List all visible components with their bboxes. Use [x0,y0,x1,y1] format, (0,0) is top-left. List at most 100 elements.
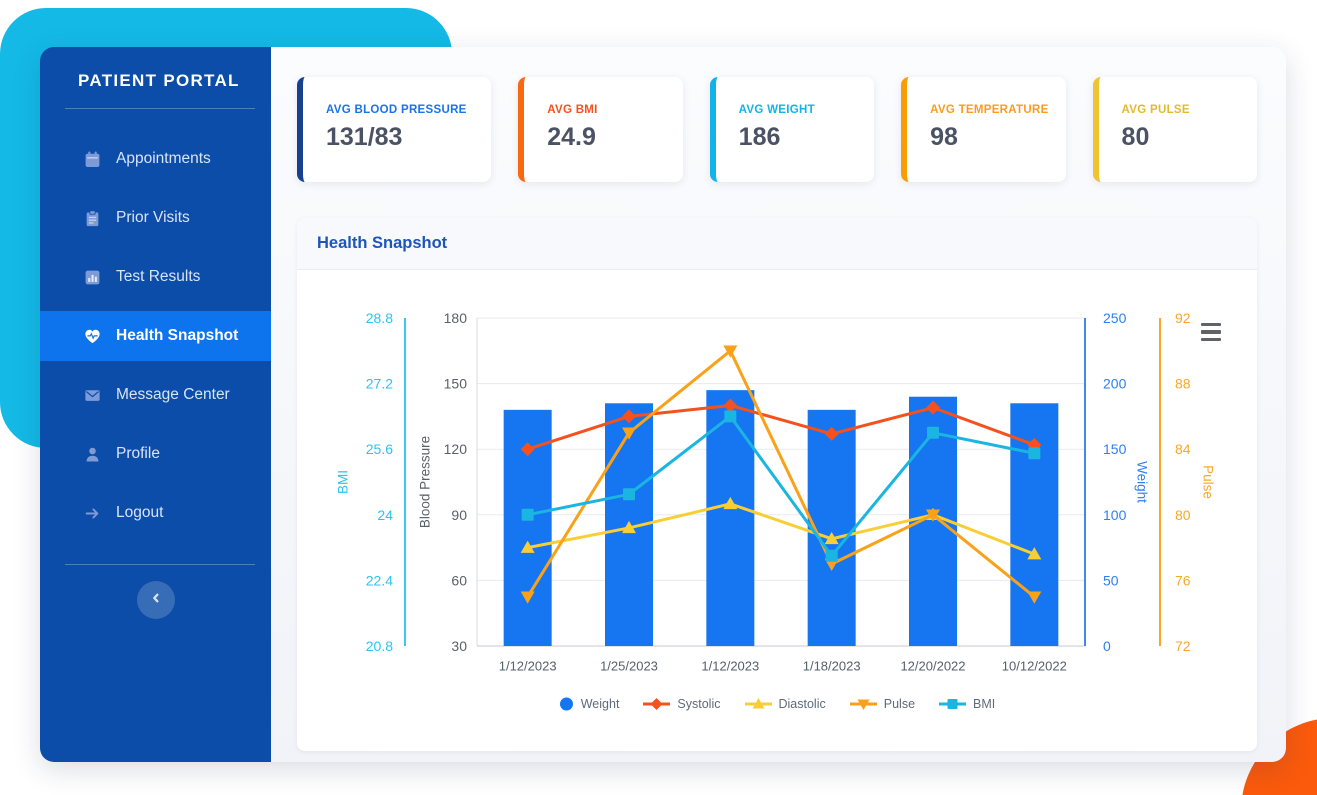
stat-value: 80 [1121,123,1150,151]
legend-item-weight[interactable]: Weight [559,697,620,711]
chart-card: Health Snapshot 28.8 27.2 25.6 24 22.4 20.8 BM… [297,218,1257,751]
stat-card-temperature: AVG TEMPERATURE 98 [901,77,1066,182]
stat-label: AVG WEIGHT [738,104,815,116]
svg-text:Pulse: Pulse [1201,465,1216,499]
sidebar: PATIENT PORTAL Appointments [40,47,271,762]
svg-text:76: 76 [1175,572,1191,588]
chart-header: Health Snapshot [297,218,1257,270]
chart-body: 28.8 27.2 25.6 24 22.4 20.8 BMI 180 150 120 90 60 30… [297,270,1257,751]
svg-text:28.8: 28.8 [366,310,393,326]
stat-card-pulse: AVG PULSE 80 [1092,77,1257,182]
stat-card-blood-pressure: AVG BLOOD PRESSURE 131/83 [297,77,492,182]
svg-text:1/18/2023: 1/18/2023 [803,659,861,674]
stats-row: AVG BLOOD PRESSURE 131/83 AVG BMI 24.9 A… [297,77,1257,182]
bar-chart-icon [84,269,101,286]
svg-text:30: 30 [451,638,467,654]
svg-text:27.2: 27.2 [366,376,393,392]
sidebar-item-label: Message Center [116,386,230,403]
svg-text:84: 84 [1175,441,1191,457]
logout-arrow-icon [84,505,101,522]
sidebar-divider-top [65,108,255,109]
svg-text:10/12/2022: 10/12/2022 [1002,659,1067,674]
legend-item-diastolic[interactable]: Diastolic [744,697,826,711]
sidebar-item-appointments[interactable]: Appointments [40,134,271,184]
legend-label: Diastolic [778,697,826,711]
calendar-icon [84,151,101,168]
svg-text:25.6: 25.6 [366,441,393,457]
svg-text:120: 120 [444,441,468,457]
stat-value: 186 [738,123,781,151]
svg-text:92: 92 [1175,310,1191,326]
svg-text:1/12/2023: 1/12/2023 [499,659,557,674]
sidebar-item-prior-visits[interactable]: Prior Visits [40,193,271,243]
stat-value: 98 [930,123,958,151]
sidebar-item-test-results[interactable]: Test Results [40,252,271,302]
stat-label: AVG BLOOD PRESSURE [326,104,467,116]
legend-marker-diamond [643,698,671,710]
stat-card-weight: AVG WEIGHT 186 [709,77,875,182]
legend-marker-circle [559,697,573,711]
person-icon [84,446,101,463]
svg-text:1/12/2023: 1/12/2023 [701,659,759,674]
svg-text:150: 150 [1103,441,1127,457]
sidebar-item-label: Prior Visits [116,209,190,226]
sidebar-item-health-snapshot[interactable]: Health Snapshot [40,311,271,361]
chart-title: Health Snapshot [317,234,448,252]
legend-marker-square [939,699,967,709]
svg-text:100: 100 [1103,507,1127,523]
sidebar-nav: Appointments Prior Visits [40,134,271,547]
stat-label: AVG PULSE [1121,104,1190,116]
legend-label: Systolic [677,697,721,711]
legend-item-pulse[interactable]: Pulse [849,697,916,711]
svg-text:72: 72 [1175,638,1191,654]
stat-value: 131/83 [326,123,403,151]
stat-label: AVG BMI [547,104,598,116]
svg-text:BMI: BMI [336,470,351,494]
stat-label: AVG TEMPERATURE [930,104,1049,116]
svg-text:50: 50 [1103,572,1119,588]
app-title: PATIENT PORTAL [78,71,240,90]
svg-text:80: 80 [1175,507,1191,523]
sidebar-item-label: Test Results [116,268,201,285]
legend-marker-triangle-down [849,699,877,710]
legend-item-bmi[interactable]: BMI [939,697,995,711]
svg-text:90: 90 [451,507,467,523]
svg-text:1/25/2023: 1/25/2023 [600,659,658,674]
heart-pulse-icon [84,328,101,345]
sidebar-collapse-button[interactable] [136,581,175,619]
svg-text:60: 60 [451,572,467,588]
svg-text:Blood Pressure: Blood Pressure [418,436,433,528]
svg-text:150: 150 [444,376,468,392]
legend-label: BMI [973,697,996,711]
svg-text:200: 200 [1103,376,1127,392]
svg-text:0: 0 [1103,638,1111,654]
health-chart-svg: 28.8 27.2 25.6 24 22.4 20.8 BMI 180 150 120 90 60 30… [336,310,1216,674]
main-content: AVG BLOOD PRESSURE 131/83 AVG BMI 24.9 A… [271,47,1286,762]
chart-legend: Weight Systolic Diastolic Pulse BMI [297,697,1257,711]
legend-marker-triangle-up [744,698,772,709]
sidebar-item-logout[interactable]: Logout [40,488,271,538]
legend-label: Pulse [883,697,916,711]
stat-card-bmi: AVG BMI 24.9 [518,77,683,182]
svg-text:180: 180 [444,310,468,326]
svg-text:Weight: Weight [1135,461,1150,503]
chevron-left-icon [149,591,163,610]
app-window: PATIENT PORTAL Appointments [40,47,1286,762]
sidebar-item-label: Appointments [116,150,211,167]
clipboard-icon [84,209,101,227]
svg-text:20.8: 20.8 [366,638,393,654]
sidebar-item-label: Health Snapshot [116,327,239,344]
sidebar-item-profile[interactable]: Profile [40,429,271,479]
svg-text:12/20/2022: 12/20/2022 [900,659,965,674]
stat-value: 24.9 [547,123,596,151]
svg-text:88: 88 [1175,376,1191,392]
hamburger-menu-icon[interactable] [1201,323,1221,341]
sidebar-divider-bottom [65,564,255,565]
legend-item-systolic[interactable]: Systolic [643,697,721,711]
svg-text:24: 24 [377,507,393,523]
legend-label: Weight [580,697,620,711]
sidebar-item-label: Profile [116,445,160,462]
sidebar-item-message-center[interactable]: Message Center [40,370,271,420]
sidebar-item-label: Logout [116,504,164,521]
